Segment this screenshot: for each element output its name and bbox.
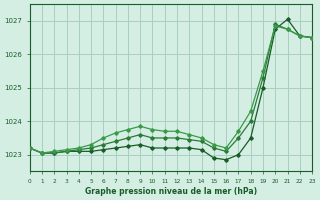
X-axis label: Graphe pression niveau de la mer (hPa): Graphe pression niveau de la mer (hPa)	[85, 187, 257, 196]
